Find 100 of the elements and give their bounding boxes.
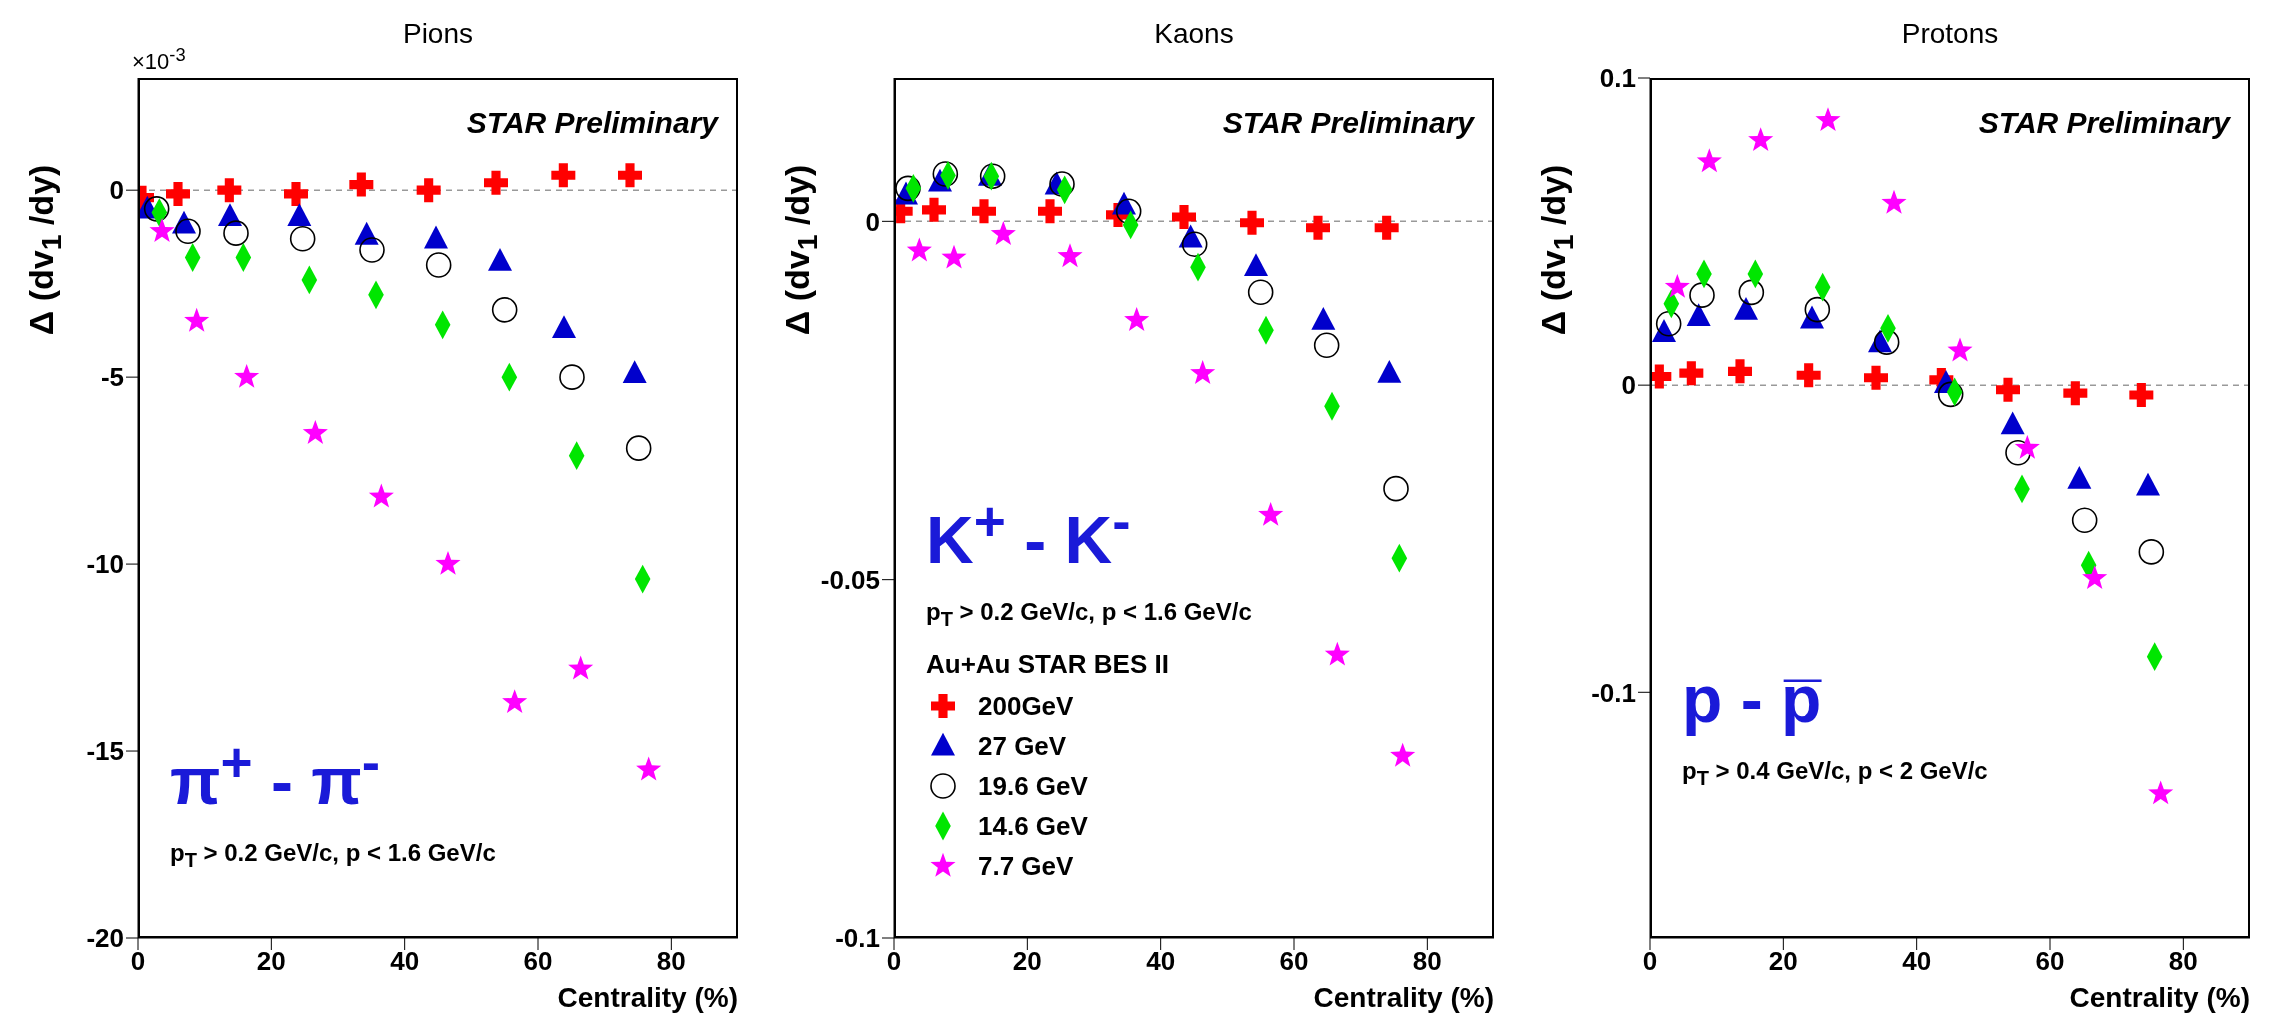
annotation: STAR Preliminary [1978,106,2230,139]
x-tick-label: 20 [1768,946,1798,977]
point [1306,215,1330,240]
point [1881,189,1907,214]
chart-title: Pions [402,18,474,49]
point [184,307,210,332]
point [559,364,585,390]
point [1038,199,1062,224]
point [435,550,461,575]
annotation: p$_{T}$ > 0.2 GeV/c, p < 1.6 GeV/c [170,839,496,871]
y-tick-label: -0.1 [835,923,880,954]
point [484,170,508,195]
point [149,218,175,242]
point [218,203,242,226]
point [284,181,308,206]
point [922,197,946,222]
point [1311,307,1336,330]
point [1390,742,1416,767]
point [175,218,201,245]
y-tick-label: 0.1 [1599,63,1636,94]
point [349,172,374,197]
point [1374,215,1399,240]
point [1864,365,1888,390]
legend-label: 7.7 GeV [978,850,1074,882]
point [1652,319,1676,342]
point [217,178,242,203]
point [289,225,316,252]
point [2063,381,2088,406]
point [895,175,921,202]
point [1689,282,1715,308]
point [1937,381,1964,408]
point [1696,148,1722,173]
annotation: π$^{+}$ - π$^{-}$ [170,730,381,818]
point [166,181,190,206]
point [1738,279,1765,306]
x-tick-label: 80 [1412,946,1442,977]
point [1247,279,1274,306]
x-tick-label: 60 [1279,946,1309,977]
point [2136,472,2160,496]
y-tick-label: 0 [1621,370,1636,401]
y-tick-label: 0 [109,175,124,206]
x-axis-title: Centrality (%) [557,982,738,1013]
point [1124,307,1150,331]
point [425,252,452,278]
point [234,363,260,388]
point [1057,243,1083,268]
point [1377,360,1402,383]
point [552,315,576,339]
point [941,244,967,269]
point [568,655,594,680]
point [1734,297,1758,320]
x-tick-label: 80 [656,946,686,977]
annotation: p - p̅ [1682,661,1822,736]
annotation: p$_{T}$ > 0.4 GeV/c, p < 2 GeV/c [1682,757,1988,790]
point [491,297,518,323]
point [636,756,662,781]
point [1313,332,1340,359]
point [1181,231,1208,258]
text: ×10$^{-3}$ [132,44,186,75]
point [488,248,512,271]
point [416,178,441,203]
legend-label: 14.6 GeV [978,810,1088,842]
x-tick-label: 40 [390,946,420,977]
chart-title: Protons [1901,18,1999,49]
x-tick-label: 0 [1642,946,1658,977]
point [287,203,312,226]
point [1244,253,1268,277]
point [622,360,647,383]
point [2148,780,2174,805]
x-tick-label: 20 [256,946,286,977]
y-tick-label: -0.05 [820,564,880,595]
point [1258,501,1284,526]
point [906,237,932,262]
point [932,161,959,187]
point [2014,434,2040,459]
point [2000,411,2025,435]
point [223,220,249,246]
annotation: K$^{+}$ - K$^{-}$ [926,489,1131,577]
point [1728,359,1752,384]
x-tick-label: 40 [1146,946,1176,977]
point [551,163,576,188]
y-tick-label: -20 [86,923,124,954]
y-tick-label: -15 [86,736,124,767]
point [618,163,642,188]
point [1947,337,1973,362]
point [1240,210,1264,235]
y-tick-label: -0.1 [1591,677,1636,708]
point [143,196,170,222]
point [1996,377,2020,402]
y-tick-label: 0 [865,206,880,237]
legend-title: Au+Au STAR BES II [926,649,1169,680]
legend-label: 19.6 GeV [978,770,1088,802]
point [990,221,1016,245]
point [1796,363,1821,388]
y-tick-label: -5 [100,362,124,393]
point [972,199,996,224]
legend-label: 27 GeV [978,730,1067,762]
point [625,435,652,461]
x-tick-label: 60 [2035,946,2065,977]
x-axis-title: Centrality (%) [1313,982,1494,1013]
